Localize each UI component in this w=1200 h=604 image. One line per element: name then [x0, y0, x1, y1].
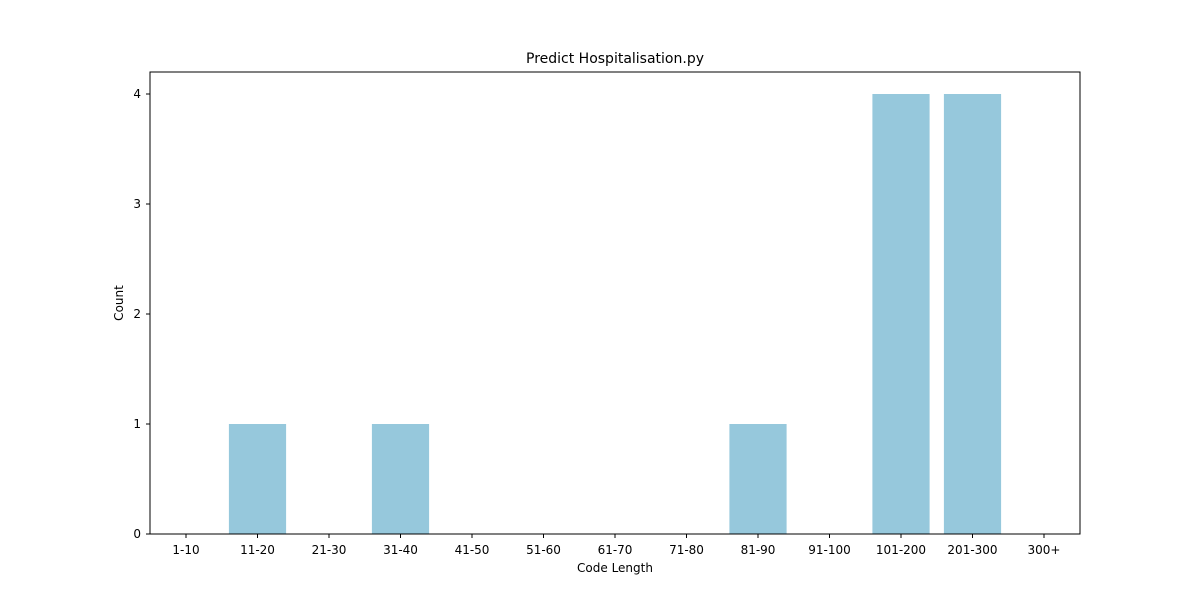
bars-group	[228, 94, 1002, 534]
bar-31-40	[371, 424, 430, 534]
x-tick-label: 51-60	[526, 543, 561, 557]
x-tick-label: 91-100	[808, 543, 851, 557]
x-tick-label: 81-90	[741, 543, 776, 557]
bar-81-90	[729, 424, 787, 534]
y-tick-label: 3	[133, 197, 141, 211]
x-axis-label: Code Length	[577, 561, 653, 575]
x-tick-label: 71-80	[669, 543, 704, 557]
y-tick-label: 4	[133, 87, 141, 101]
bar-101-200	[872, 94, 930, 534]
x-tick-label: 61-70	[598, 543, 633, 557]
y-axis: 0 1 2 3 4	[133, 87, 150, 541]
y-tick-label: 2	[133, 307, 141, 321]
y-axis-label: Count	[112, 285, 126, 321]
bar-201-300	[943, 94, 1002, 534]
x-tick-label: 201-300	[947, 543, 997, 557]
plot-frame	[149, 71, 1081, 535]
y-tick-label: 0	[133, 527, 141, 541]
x-tick-label: 1-10	[172, 543, 199, 557]
x-tick-label: 101-200	[876, 543, 926, 557]
x-tick-label: 21-30	[312, 543, 347, 557]
x-tick-label: 41-50	[455, 543, 490, 557]
x-axis: 1-10 11-20 21-30 31-40 41-50 51-60 61-70 71-80 8…	[172, 534, 1060, 557]
y-tick-label: 1	[133, 417, 141, 431]
x-tick-label: 11-20	[240, 543, 275, 557]
chart-title: Predict Hospitalisation.py	[526, 51, 704, 67]
bar-11-20	[228, 424, 287, 534]
x-tick-label: 300+	[1028, 543, 1061, 557]
x-tick-label: 31-40	[383, 543, 418, 557]
